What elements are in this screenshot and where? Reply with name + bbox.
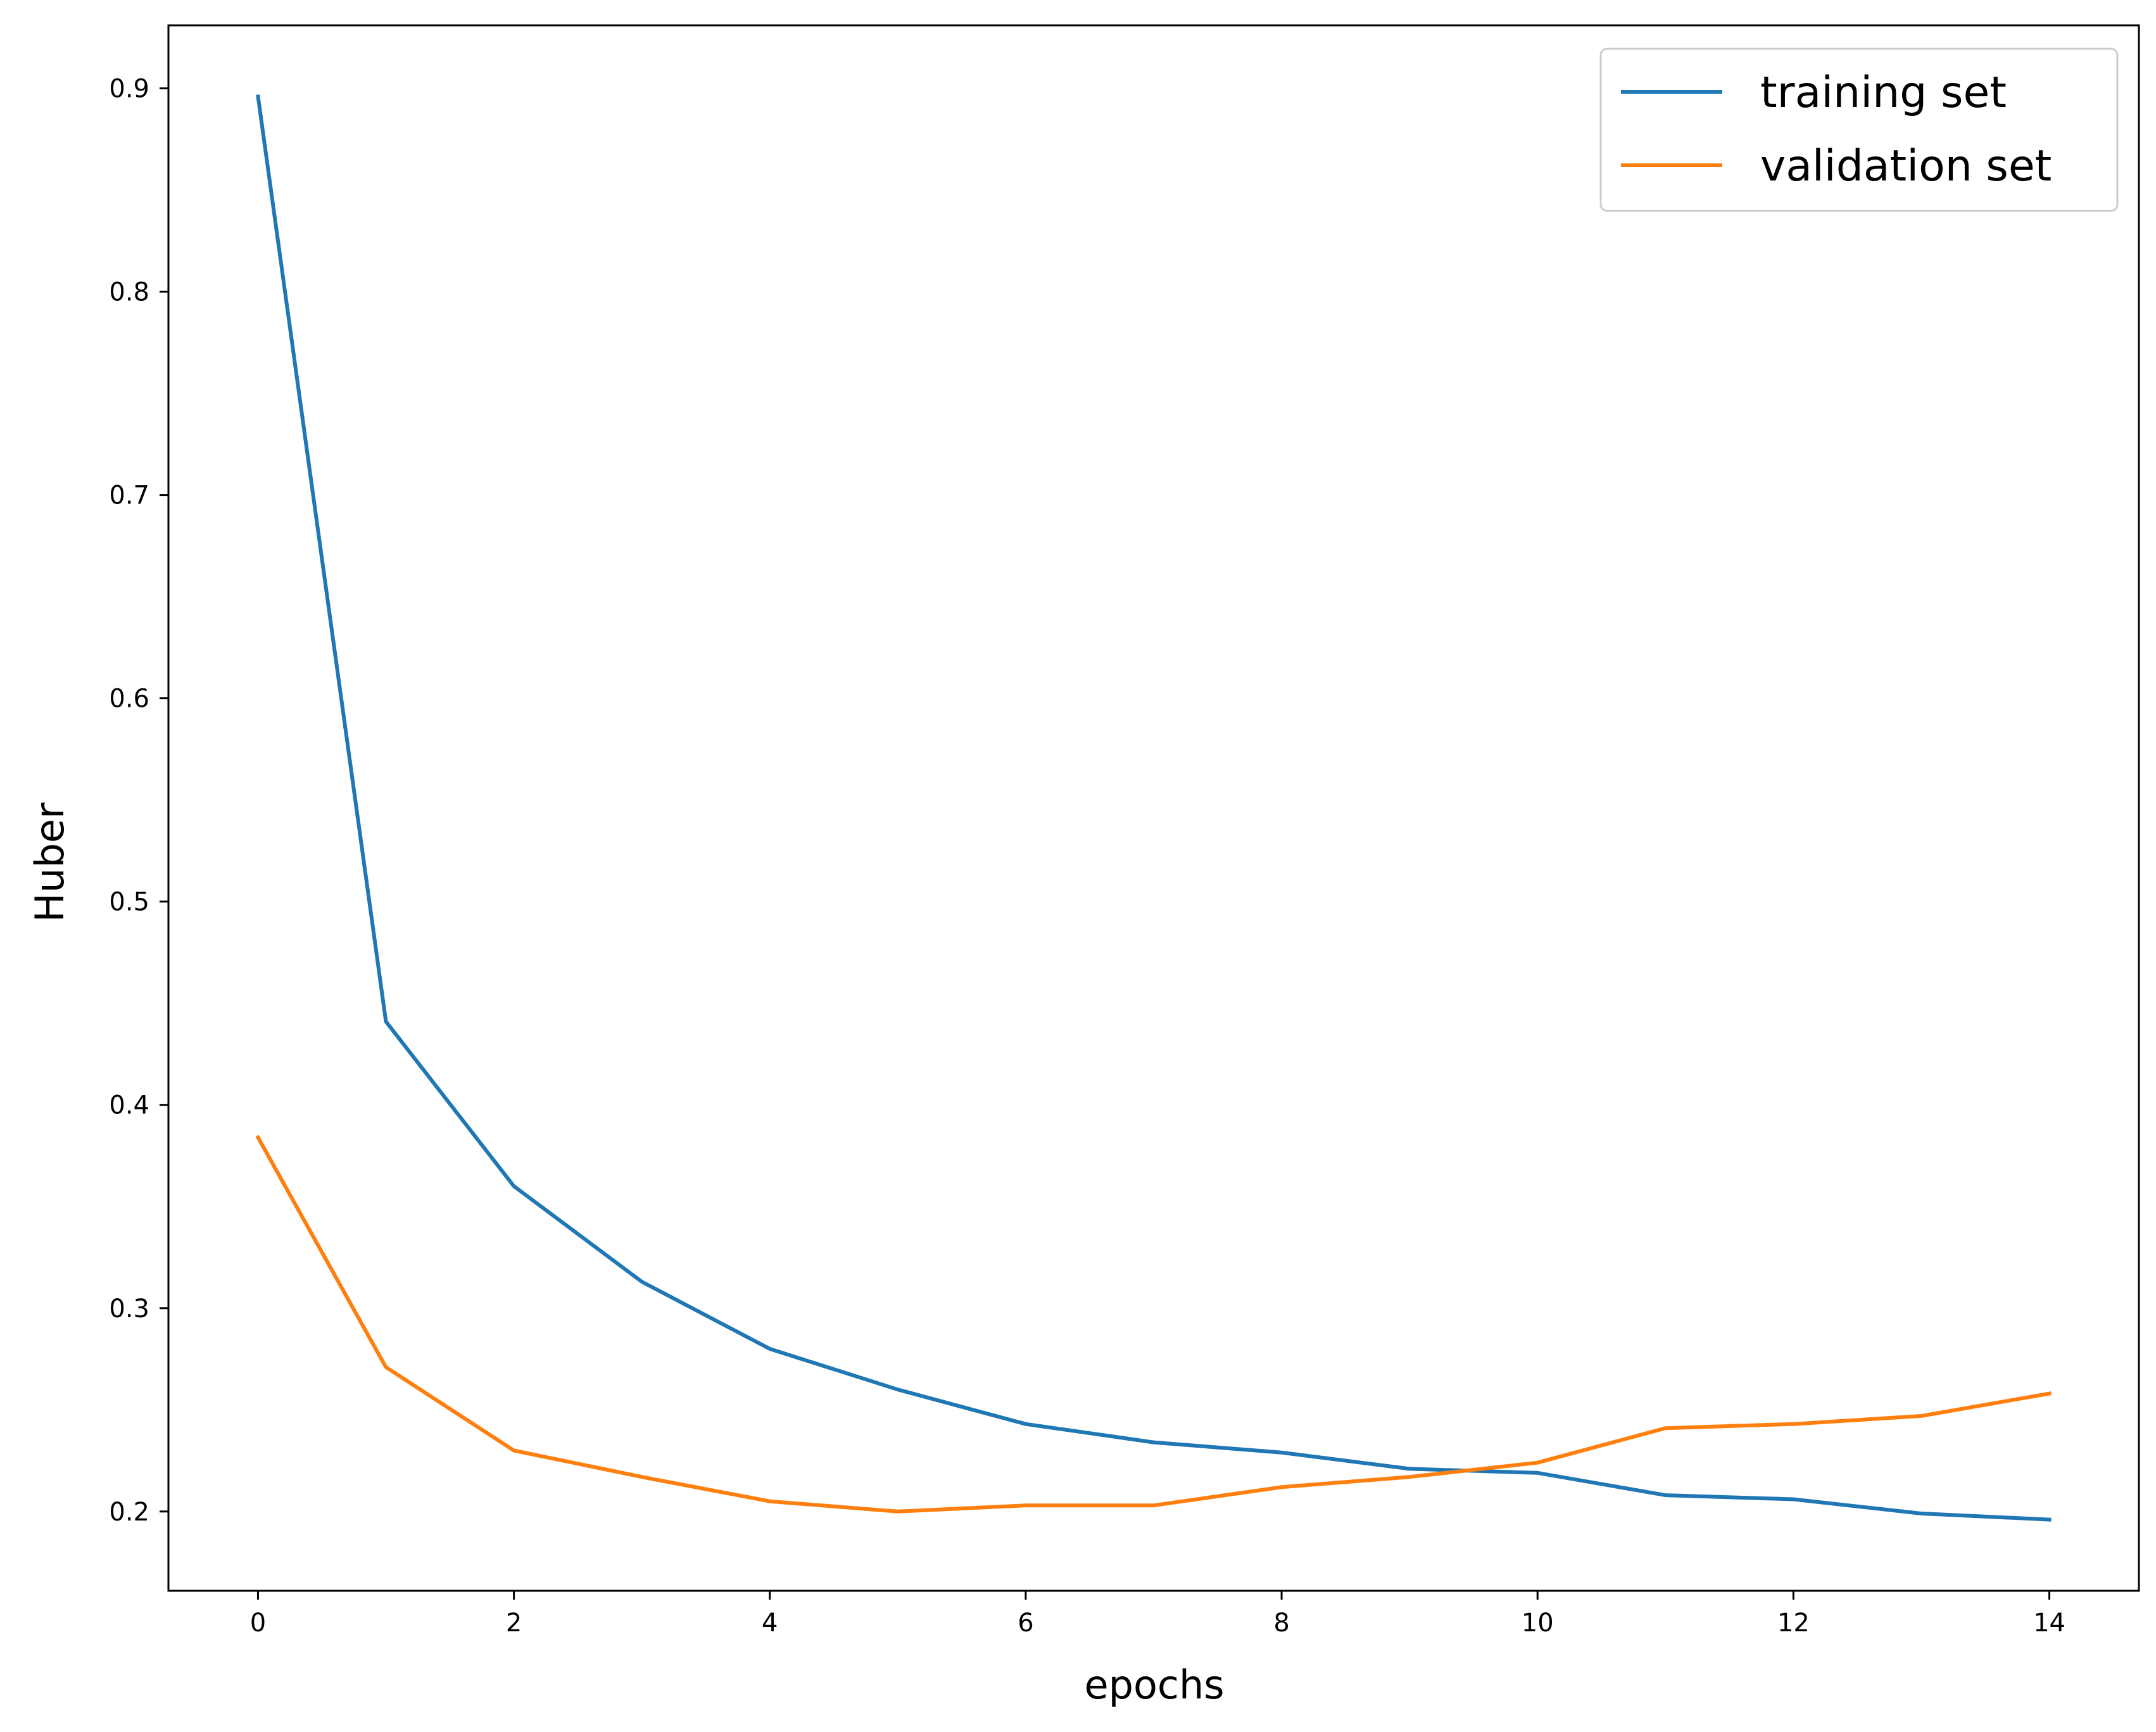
axes: 0 2 4 6 8 10 12 14 0.2 0.3 0.4 0.5 0.6 0.7 0.8 0.9 [109, 24, 2140, 1638]
x-tick-label: 14 [2033, 1609, 2065, 1638]
series-line-training [256, 94, 2052, 1522]
y-tick-label: 0.3 [109, 1294, 149, 1324]
legend-box [1599, 47, 2119, 212]
axes-frame [167, 24, 2140, 1592]
series-line-validation [255, 1135, 2052, 1514]
legend-label: training set [1760, 68, 2007, 118]
y-axis-label: Huber [27, 802, 73, 922]
y-tick-label: 0.8 [109, 278, 149, 307]
x-tick-label: 2 [506, 1609, 522, 1638]
y-tick-label: 0.7 [109, 481, 149, 510]
y-tick-label: 0.2 [109, 1498, 149, 1527]
x-tick-label: 12 [1777, 1609, 1810, 1638]
x-axis-label: epochs [1084, 1662, 1224, 1708]
x-tick-label: 0 [250, 1609, 266, 1638]
x-tick-label: 8 [1273, 1609, 1289, 1638]
y-tick-label: 0.9 [109, 75, 149, 104]
y-tick-label: 0.5 [109, 888, 149, 917]
x-tick-label: 4 [762, 1609, 778, 1638]
legend-label: validation set [1760, 141, 2052, 191]
legend: training set validation set [1599, 47, 2119, 212]
x-tick-label: 6 [1018, 1609, 1033, 1638]
x-tick-label: 10 [1522, 1609, 1554, 1638]
y-tick-label: 0.4 [109, 1091, 149, 1120]
y-tick-label: 0.6 [109, 685, 149, 714]
plot-area [255, 94, 2052, 1522]
